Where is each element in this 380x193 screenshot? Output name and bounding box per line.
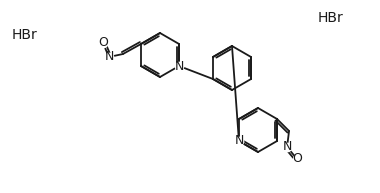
Text: N: N	[174, 59, 184, 73]
Text: N: N	[282, 141, 292, 153]
Text: N: N	[104, 51, 114, 63]
Text: N: N	[234, 135, 244, 147]
Text: O: O	[292, 152, 302, 166]
Text: O: O	[98, 36, 108, 49]
Text: HBr: HBr	[318, 11, 344, 25]
Text: HBr: HBr	[12, 28, 38, 42]
